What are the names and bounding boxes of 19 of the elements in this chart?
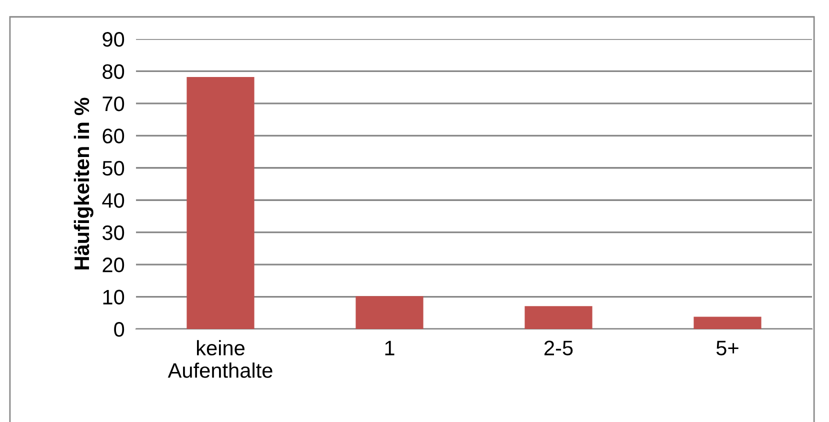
y-tick-label: 80 <box>102 64 124 79</box>
y-tick-label: 70 <box>102 96 124 112</box>
y-tick-label: 10 <box>103 290 124 305</box>
y-tick-label: 90 <box>102 32 124 47</box>
x-tick-label: 1 <box>385 340 394 356</box>
y-tick-label: 20 <box>102 258 124 272</box>
x-tick-label: keine Aufenthalte <box>168 340 272 378</box>
x-tick-label: 2-5 <box>544 340 573 356</box>
y-tick-label: 60 <box>102 128 124 144</box>
y-tick-label: 40 <box>102 193 124 208</box>
y-axis-title: Häufigkeiten in % <box>74 98 94 270</box>
bar <box>524 306 592 329</box>
bar <box>356 296 424 329</box>
x-tick-label: 5+ <box>716 340 738 356</box>
y-tick-label: 50 <box>102 160 124 176</box>
bar <box>694 316 762 329</box>
y-tick-label: 30 <box>102 225 124 240</box>
bar <box>186 77 254 329</box>
y-tick-label: 0 <box>114 322 124 337</box>
